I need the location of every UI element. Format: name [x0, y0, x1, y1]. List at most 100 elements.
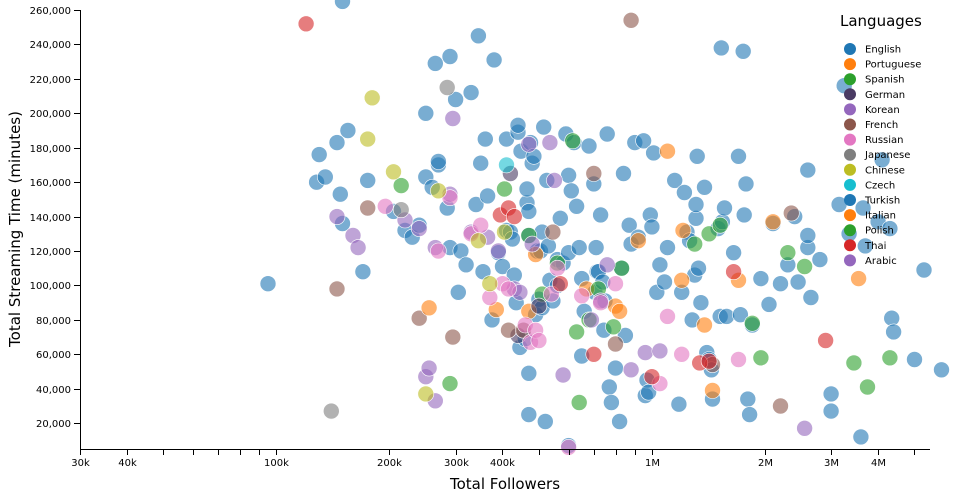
dot-english-164[interactable] [822, 385, 840, 403]
dot-english-145[interactable] [732, 306, 749, 324]
dot-portuguese-13[interactable] [850, 270, 867, 287]
dot-russian-4[interactable] [472, 216, 490, 234]
dot-english-160[interactable] [799, 161, 817, 179]
dot-english-99[interactable] [607, 359, 624, 377]
dot-french-8[interactable] [607, 335, 624, 353]
dot-russian-15[interactable] [573, 287, 591, 305]
dot-russian-14[interactable] [560, 438, 577, 456]
dot-chinese-1[interactable] [363, 89, 381, 107]
dot-russian-7[interactable] [500, 280, 517, 298]
dot-english-86[interactable] [580, 137, 598, 155]
dot-english-46[interactable] [509, 117, 527, 134]
dot-korean-0[interactable] [328, 208, 346, 225]
dot-korean-16[interactable] [520, 136, 538, 153]
dot-english-35[interactable] [476, 130, 494, 148]
dot-english-65[interactable] [535, 118, 553, 136]
dot-english-174[interactable] [881, 220, 899, 237]
dot-english-0[interactable] [334, 0, 351, 10]
dot-english-176[interactable] [885, 323, 902, 341]
dot-portuguese-5[interactable] [611, 302, 628, 320]
dot-japanese-0[interactable] [322, 402, 340, 420]
dot-english-152[interactable] [752, 270, 770, 287]
dot-korean-23[interactable] [598, 256, 616, 274]
dot-english-81[interactable] [568, 198, 585, 215]
dot-english-89[interactable] [587, 239, 605, 256]
dot-english-175[interactable] [883, 309, 901, 327]
dot-russian-19[interactable] [659, 308, 676, 325]
dot-french-0[interactable] [328, 280, 346, 298]
dot-korean-24[interactable] [622, 361, 640, 379]
dot-english-150[interactable] [741, 406, 758, 423]
dot-thai-9[interactable] [725, 263, 742, 281]
dot-english-116[interactable] [651, 256, 669, 274]
dot-japanese-2[interactable] [438, 79, 456, 96]
dot-english-100[interactable] [611, 413, 628, 430]
dot-english-132[interactable] [696, 179, 713, 196]
dot-chinese-6[interactable] [481, 275, 499, 293]
dot-thai-8[interactable] [700, 352, 718, 370]
dot-english-139[interactable] [712, 39, 730, 57]
dot-chinese-3[interactable] [417, 385, 435, 403]
dot-japanese-1[interactable] [392, 201, 410, 218]
dot-english-36[interactable] [485, 51, 503, 69]
dot-english-171[interactable] [856, 237, 874, 255]
dot-english-129[interactable] [688, 148, 706, 165]
dot-english-5[interactable] [316, 168, 334, 186]
dot-thai-3[interactable] [505, 208, 523, 225]
dot-english-38[interactable] [494, 258, 511, 275]
dot-korean-25[interactable] [636, 344, 654, 361]
dot-korean-21[interactable] [583, 311, 600, 329]
dot-russian-16[interactable] [592, 294, 609, 312]
dot-english-119[interactable] [666, 172, 684, 189]
dot-english-178[interactable] [915, 261, 933, 279]
dot-english-9[interactable] [359, 172, 377, 189]
dot-french-6[interactable] [544, 223, 562, 241]
dot-portuguese-8[interactable] [674, 222, 692, 239]
dot-korean-26[interactable] [651, 342, 669, 360]
dot-french-9[interactable] [622, 11, 640, 29]
dot-spanish-19[interactable] [796, 258, 813, 275]
dot-english-51[interactable] [518, 180, 536, 198]
dot-czech-0[interactable] [498, 156, 515, 174]
dot-english-52[interactable] [520, 203, 538, 220]
dot-english-2[interactable] [328, 134, 346, 151]
dot-spanish-2[interactable] [496, 180, 513, 198]
dot-english-120[interactable] [670, 395, 688, 413]
dot-chinese-5[interactable] [470, 232, 487, 249]
dot-spanish-13[interactable] [686, 235, 704, 253]
dot-english-55[interactable] [520, 364, 538, 382]
dot-french-1[interactable] [359, 199, 377, 217]
dot-french-11[interactable] [772, 397, 789, 415]
dot-english-130[interactable] [690, 259, 707, 277]
dot-spanish-20[interactable] [845, 354, 863, 372]
dot-english-148[interactable] [737, 175, 755, 193]
dot-english-170[interactable] [854, 199, 872, 217]
dot-english-19[interactable] [430, 153, 447, 170]
dot-spanish-16[interactable] [743, 314, 761, 332]
dot-spanish-6[interactable] [564, 132, 582, 150]
dot-spanish-7[interactable] [568, 323, 585, 341]
dot-english-27[interactable] [457, 256, 475, 274]
dot-english-141[interactable] [716, 199, 733, 217]
dot-english-117[interactable] [656, 273, 673, 291]
dot-english-10[interactable] [339, 122, 357, 139]
dot-portuguese-10[interactable] [704, 382, 721, 399]
dot-english-114[interactable] [645, 144, 662, 162]
dot-french-3[interactable] [444, 328, 462, 346]
dot-english-82[interactable] [570, 239, 588, 256]
dot-english-144[interactable] [730, 148, 747, 165]
dot-english-155[interactable] [772, 275, 789, 293]
dot-spanish-15[interactable] [711, 216, 729, 234]
dot-english-6[interactable] [331, 185, 349, 203]
dot-english-76[interactable] [560, 167, 577, 184]
dot-spanish-1[interactable] [441, 375, 459, 392]
dot-chinese-0[interactable] [359, 130, 377, 148]
dot-spanish-17[interactable] [752, 349, 770, 367]
dot-russian-13[interactable] [549, 259, 566, 277]
dot-english-104[interactable] [620, 216, 638, 234]
dot-english-146[interactable] [734, 42, 752, 60]
dot-english-1[interactable] [259, 275, 277, 293]
dot-french-12[interactable] [782, 204, 800, 222]
dot-chinese-2[interactable] [385, 163, 402, 181]
dot-english-122[interactable] [676, 184, 693, 201]
